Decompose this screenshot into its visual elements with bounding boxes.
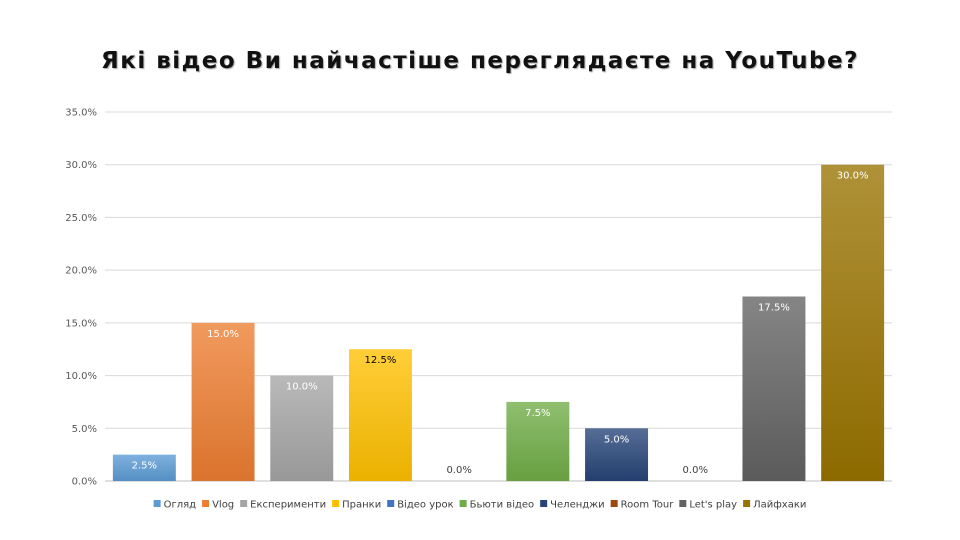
- y-tick-label: 20.0%: [65, 266, 97, 277]
- y-tick-label: 15.0%: [65, 318, 97, 329]
- bars: [112, 164, 885, 481]
- bar: [348, 349, 412, 481]
- bar: [506, 401, 570, 481]
- legend-item: Огляд: [153, 500, 197, 511]
- y-tick-label: 35.0%: [65, 108, 97, 119]
- bar: [270, 375, 334, 481]
- legend-item: Room Tour: [610, 500, 675, 511]
- legend-item: Vlog: [202, 500, 234, 511]
- bar: [112, 454, 176, 481]
- legend-label: Пранки: [342, 500, 381, 511]
- legend-label: Room Tour: [621, 500, 675, 511]
- legend-item: Лайфхаки: [743, 500, 806, 511]
- data-label: 30.0%: [837, 171, 869, 182]
- legend-swatch: [679, 500, 687, 507]
- chart-title: Які відео Ви найчастіше переглядаєте на …: [101, 48, 859, 74]
- data-label: 0.0%: [446, 465, 471, 476]
- legend-label: Огляд: [164, 500, 197, 511]
- legend-item: Бьюти відео: [459, 499, 535, 511]
- legend-swatch: [387, 500, 395, 507]
- y-axis-ticks: 0.0% 5.0% 10.0% 15.0% 20.0% 25.0% 30.0% 35.0%: [65, 108, 97, 488]
- legend-swatch: [610, 500, 618, 507]
- data-label: 15.0%: [207, 329, 239, 340]
- y-tick-label: 30.0%: [65, 160, 97, 171]
- legend-label: Let's play: [689, 500, 737, 511]
- bar: [191, 322, 255, 481]
- legend-label: Відео урок: [397, 499, 453, 511]
- legend: Огляд Vlog Експерименти Пранки Відео урок Бью…: [153, 499, 806, 511]
- legend-item: Експерименти: [240, 500, 326, 511]
- legend-swatch: [332, 500, 340, 507]
- legend-label: Челенджи: [550, 500, 605, 511]
- legend-item: Челенджи: [540, 500, 605, 511]
- legend-swatch: [240, 500, 248, 507]
- data-label: 5.0%: [604, 434, 629, 445]
- bar: [585, 428, 649, 481]
- legend-label: Бьюти відео: [470, 499, 535, 511]
- data-label: 7.5%: [525, 408, 550, 419]
- y-tick-label: 10.0%: [65, 371, 97, 382]
- legend-swatch: [459, 500, 467, 507]
- legend-swatch: [540, 500, 548, 507]
- data-labels: 2.5% 15.0% 10.0% 12.5% 0.0% 7.5% 5.0% 0.0% 17.5%…: [132, 171, 869, 476]
- data-label: 0.0%: [683, 465, 708, 476]
- legend-label: Експерименти: [250, 500, 326, 511]
- legend-label: Лайфхаки: [753, 500, 806, 511]
- legend-item: Пранки: [332, 500, 381, 511]
- legend-item: Let's play: [679, 500, 737, 511]
- bar: [742, 296, 806, 481]
- legend-swatch: [202, 500, 210, 507]
- legend-label: Vlog: [212, 500, 234, 511]
- data-label: 10.0%: [286, 382, 318, 393]
- legend-item: Відео урок: [387, 499, 454, 511]
- legend-swatch: [743, 500, 751, 507]
- data-label: 2.5%: [132, 461, 157, 472]
- data-label: 17.5%: [758, 303, 790, 314]
- data-label: 12.5%: [365, 355, 397, 366]
- legend-swatch: [153, 500, 161, 507]
- bar: [821, 164, 885, 481]
- y-tick-label: 5.0%: [72, 424, 97, 435]
- y-tick-label: 0.0%: [72, 477, 97, 488]
- y-tick-label: 25.0%: [65, 213, 97, 224]
